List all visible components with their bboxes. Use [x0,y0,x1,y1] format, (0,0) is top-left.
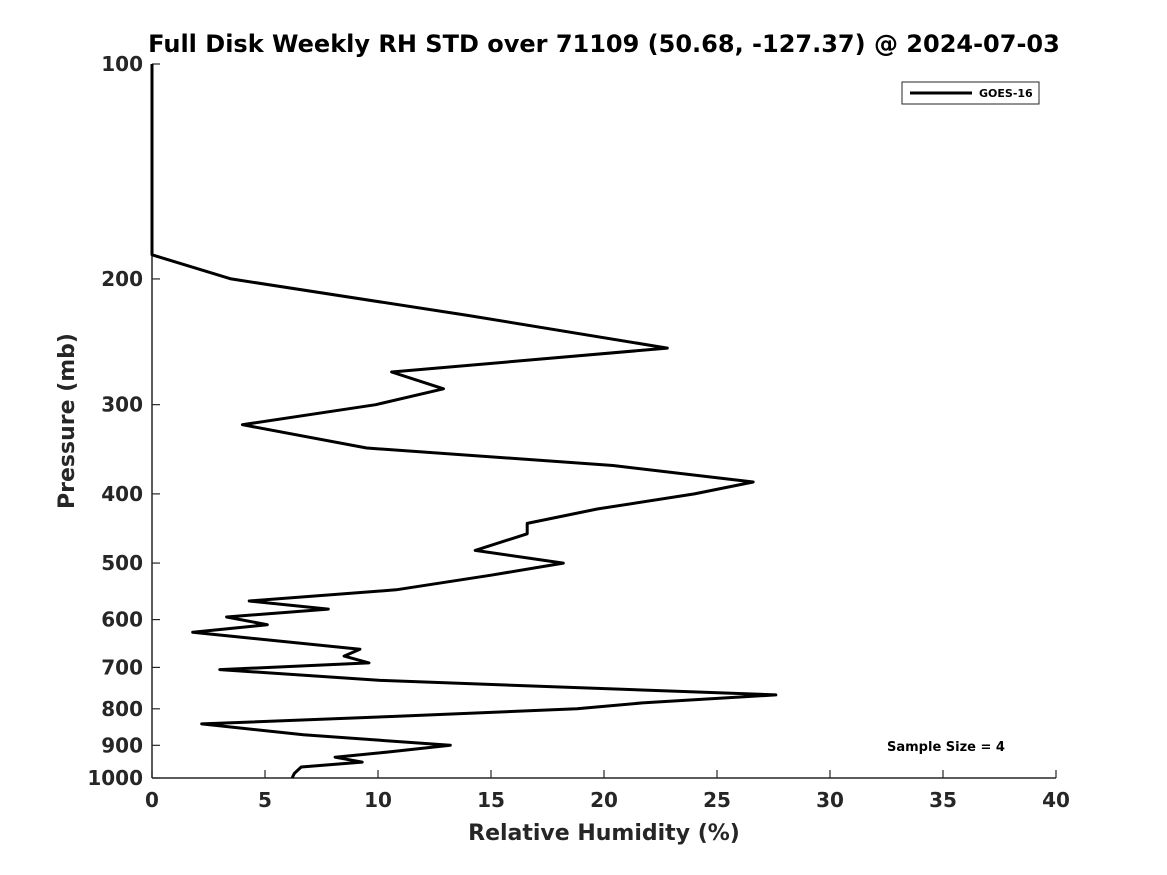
x-axis-label: Relative Humidity (%) [468,821,740,846]
x-tick-label: 20 [590,788,618,812]
y-axis-label: Pressure (mb) [55,333,80,509]
axes: 0 5 10 15 20 25 30 35 40 100 200 300 400 500 600 700 80… [87,52,1070,812]
y-tick-label: 1000 [87,766,143,790]
sample-size-annotation: Sample Size = 4 [887,740,1005,755]
y-tick-label: 700 [101,655,143,679]
x-tick-label: 30 [816,788,844,812]
y-ticks: 100 200 300 400 500 600 700 800 900 1000 [87,52,160,790]
series-line-goes-16 [150,64,778,779]
series-layer [150,64,778,779]
x-tick-label: 10 [364,788,392,812]
y-tick-label: 100 [101,52,143,76]
x-tick-label: 15 [477,788,505,812]
x-tick-label: 35 [929,788,957,812]
x-tick-label: 25 [703,788,731,812]
x-tick-label: 5 [258,788,272,812]
chart-title: Full Disk Weekly RH STD over 71109 (50.6… [148,30,1060,58]
legend-label-goes-16: GOES-16 [979,87,1033,100]
y-tick-label: 500 [101,551,143,575]
legend: GOES-16 [901,81,1040,105]
y-tick-label: 900 [101,733,143,757]
y-tick-label: 800 [101,697,143,721]
x-tick-label: 0 [145,788,159,812]
y-tick-label: 600 [101,608,143,632]
x-ticks: 0 5 10 15 20 25 30 35 40 [145,770,1070,812]
x-tick-label: 40 [1042,788,1070,812]
y-tick-label: 400 [101,482,143,506]
y-tick-label: 200 [101,267,143,291]
y-tick-label: 300 [101,393,143,417]
